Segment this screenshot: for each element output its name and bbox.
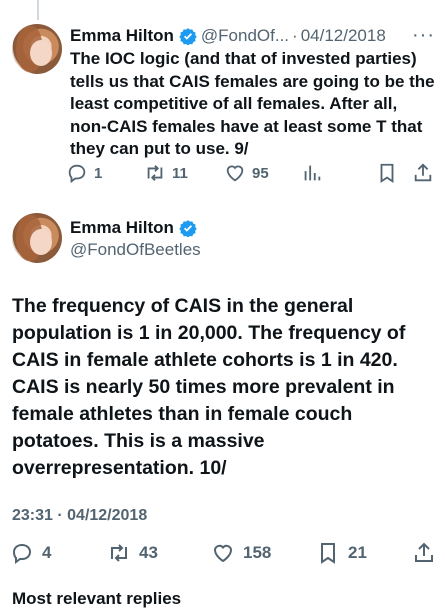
share-button[interactable] [412, 541, 444, 565]
tweet-text: The frequency of CAIS in the general pop… [12, 295, 406, 479]
retweet-count: 43 [139, 543, 158, 562]
reply-count: 1 [94, 164, 103, 182]
separator: · [292, 26, 298, 45]
author-handle[interactable]: @FondOf... [200, 26, 290, 45]
most-relevant-replies-label[interactable]: Most relevant replies [12, 589, 182, 608]
reply-count: 4 [42, 543, 52, 562]
retweet-count: 11 [172, 164, 188, 182]
share-icon [414, 163, 432, 182]
bookmark-button[interactable]: 21 [316, 541, 367, 565]
tweet-date[interactable]: 04/12/2018 [300, 26, 386, 45]
bookmark-icon [380, 163, 394, 183]
tweet-actions: 4 43 158 21 [10, 541, 438, 571]
tweet-header: Emma Hilton @FondOf... · 04/12/2018 [70, 24, 440, 48]
share-button[interactable] [412, 162, 440, 184]
bookmark-count: 21 [348, 543, 367, 562]
reply-icon [12, 543, 32, 564]
reply-icon [68, 164, 86, 184]
avatar[interactable] [12, 24, 62, 74]
thread-line [37, 0, 39, 20]
retweet-button[interactable]: 43 [107, 541, 158, 565]
author-name[interactable]: Emma Hilton [70, 26, 174, 45]
like-count: 158 [243, 543, 272, 562]
bookmark-button[interactable] [376, 162, 404, 184]
more-options-icon[interactable]: ··· [412, 24, 435, 46]
heart-icon [226, 165, 244, 182]
heart-icon [213, 544, 233, 563]
bookmark-icon [321, 543, 335, 564]
like-count: 95 [252, 164, 269, 182]
views-icon [304, 165, 321, 181]
like-button[interactable]: 95 [224, 162, 269, 184]
retweet-icon [111, 544, 127, 562]
tweet-header: Emma Hilton [70, 218, 201, 238]
tweet-actions: 1 11 95 [66, 162, 438, 188]
like-button[interactable]: 158 [211, 541, 271, 565]
share-icon [415, 542, 433, 562]
avatar[interactable] [12, 213, 62, 263]
verified-badge-icon [179, 220, 197, 237]
author-handle[interactable]: @FondOfBeetles [70, 240, 201, 259]
retweet-icon [147, 165, 163, 181]
retweet-button[interactable]: 11 [144, 162, 188, 184]
reply-button[interactable]: 4 [10, 541, 51, 565]
tweet-text: The IOC logic (and that of invested part… [70, 49, 435, 158]
tweet-timestamp[interactable]: 23:31 · 04/12/2018 [12, 507, 148, 524]
reply-button[interactable]: 1 [66, 162, 102, 184]
author-name[interactable]: Emma Hilton [70, 218, 174, 237]
verified-badge-icon [179, 28, 197, 45]
views-button[interactable] [301, 162, 329, 184]
